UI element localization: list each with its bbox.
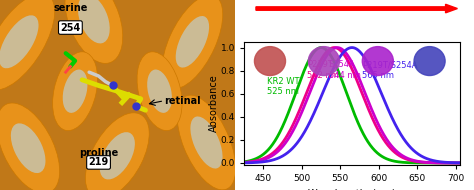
Text: proline: proline	[79, 148, 118, 158]
Ellipse shape	[177, 95, 236, 190]
Text: 219: 219	[89, 158, 109, 167]
Ellipse shape	[100, 132, 135, 179]
Y-axis label: Absorbance: Absorbance	[210, 75, 219, 132]
Ellipse shape	[65, 0, 123, 63]
Ellipse shape	[191, 116, 222, 169]
Text: retinal: retinal	[164, 96, 201, 106]
Ellipse shape	[176, 16, 209, 68]
Ellipse shape	[162, 0, 223, 89]
Text: P219T/S254A
565 nm: P219T/S254A 565 nm	[362, 60, 418, 80]
Text: S254A
544 nm: S254A 544 nm	[329, 60, 361, 80]
Ellipse shape	[147, 70, 172, 113]
Ellipse shape	[0, 103, 60, 190]
Ellipse shape	[85, 113, 149, 190]
Ellipse shape	[11, 123, 46, 173]
Ellipse shape	[0, 0, 55, 90]
Text: P219T
542 nm: P219T 542 nm	[307, 60, 339, 80]
Text: serine: serine	[53, 3, 88, 13]
Ellipse shape	[137, 52, 182, 131]
Ellipse shape	[53, 52, 98, 131]
Text: 254: 254	[60, 23, 81, 32]
Ellipse shape	[78, 0, 110, 43]
X-axis label: Wavelength  (nm): Wavelength (nm)	[308, 189, 396, 190]
Ellipse shape	[63, 70, 87, 113]
Text: KR2 WT
525 nm: KR2 WT 525 nm	[267, 77, 300, 96]
Ellipse shape	[0, 15, 38, 68]
